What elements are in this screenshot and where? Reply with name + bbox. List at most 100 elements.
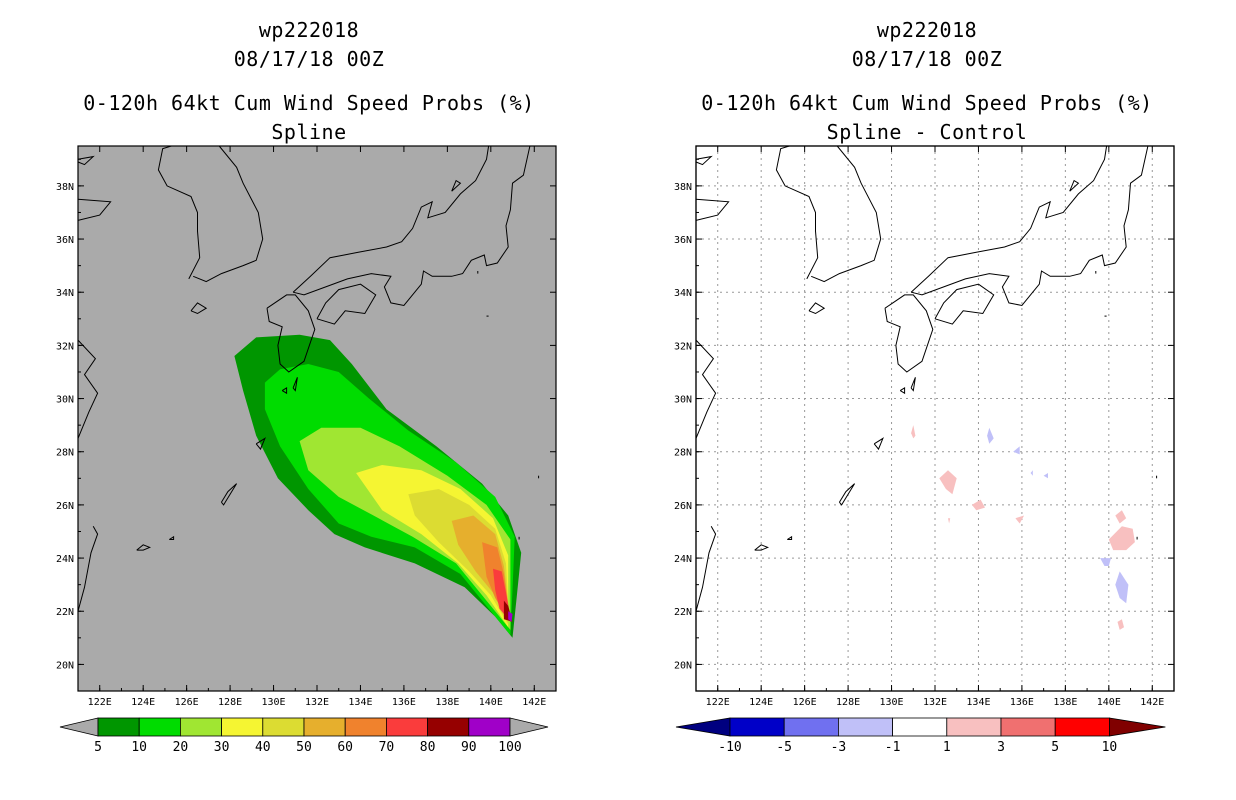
coastline <box>77 198 112 221</box>
x-tick-label: 130E <box>879 697 903 708</box>
x-tick-label: 122E <box>706 697 730 708</box>
y-tick-label: 30N <box>56 395 74 406</box>
x-tick-label: 122E <box>88 697 112 708</box>
y-tick-label: 28N <box>56 448 74 459</box>
panel-title-line-4: Spline <box>271 120 347 144</box>
colorbar-label: 5 <box>1051 740 1059 755</box>
colorbar-swatch <box>427 717 470 737</box>
y-tick-label: 36N <box>674 235 692 246</box>
difference-contour-band <box>1108 526 1135 551</box>
y-tick-label: 36N <box>56 235 74 246</box>
coastline <box>266 294 316 373</box>
coastline <box>451 179 462 192</box>
difference-contour-band <box>1117 619 1124 630</box>
y-tick-label: 28N <box>674 448 692 459</box>
colorbar-label: 70 <box>379 740 395 755</box>
colorbar-swatch <box>221 717 264 737</box>
coastline <box>754 544 770 551</box>
y-tick-label: 24N <box>674 554 692 565</box>
difference-contour-band <box>1030 470 1033 476</box>
y-tick-label: 20N <box>56 660 74 671</box>
x-tick-label: 128E <box>836 697 860 708</box>
colorbar-label: 80 <box>420 740 436 755</box>
x-tick-label: 124E <box>749 697 773 708</box>
colorbar-swatch <box>97 717 140 737</box>
y-tick-label: 20N <box>674 660 692 671</box>
coastline <box>910 377 916 392</box>
colorbar-swatch <box>344 717 387 737</box>
difference-contour-band <box>1100 558 1111 566</box>
plot-frame <box>695 145 1175 692</box>
x-tick-label: 128E <box>218 697 242 708</box>
difference-contour-band <box>987 427 994 444</box>
colorbar-label: 3 <box>997 740 1005 755</box>
coastline <box>281 387 288 395</box>
panel-title-line-4: Spline - Control <box>826 120 1028 144</box>
probability-contour-band <box>299 427 511 630</box>
x-tick-label: 134E <box>348 697 372 708</box>
colorbar-swatch <box>837 717 893 737</box>
panel-spline: wp222018 08/17/18 00Z 0-120h 64kt Cum Wi… <box>56 18 557 755</box>
coastline <box>695 155 713 166</box>
panel-title-line-3: 0-120h 64kt Cum Wind Speed Probs (%) <box>83 91 535 115</box>
colorbar-swatch <box>179 717 222 737</box>
x-tick-label: 132E <box>305 697 329 708</box>
panel-title-line-2: 08/17/18 00Z <box>233 47 385 71</box>
colorbar-lower-arrow <box>59 717 99 737</box>
y-tick-label: 32N <box>674 341 692 352</box>
colorbar-label: 1 <box>943 740 951 755</box>
colorbar-label: 10 <box>1102 740 1118 755</box>
panel-title-line-1: wp222018 <box>876 18 978 42</box>
colorbar-swatch <box>262 717 305 737</box>
y-tick-label: 22N <box>56 607 74 618</box>
panel-title-line-3: 0-120h 64kt Cum Wind Speed Probs (%) <box>701 91 1153 115</box>
y-tick-label: 34N <box>56 288 74 299</box>
y-tick-label: 26N <box>56 501 74 512</box>
colorbar-label: 30 <box>214 740 230 755</box>
x-tick-label: 138E <box>1053 697 1077 708</box>
x-tick-label: 140E <box>479 697 503 708</box>
spline-probability-map: 122E 124E 126E 128E 130E 132E 134E 136E 138E 140E… <box>56 145 557 755</box>
difference-contour-band <box>971 499 985 511</box>
x-tick-label: 126E <box>793 697 817 708</box>
coastline <box>884 294 934 373</box>
coastline <box>169 535 175 540</box>
colorbar-upper-arrow <box>509 717 549 737</box>
coastline <box>77 155 95 166</box>
coastline <box>934 283 995 325</box>
difference-contour-band <box>911 425 916 439</box>
x-tick-label: 132E <box>923 697 947 708</box>
coastline <box>292 145 490 293</box>
difference-contour-band <box>939 470 957 495</box>
x-tick-label: 138E <box>435 697 459 708</box>
colorbar-swatch <box>892 717 948 737</box>
coastline <box>873 437 884 451</box>
coastline <box>787 535 793 540</box>
coastline <box>1069 179 1080 192</box>
y-tick-label: 38N <box>674 182 692 193</box>
probability-contour-band <box>408 489 509 625</box>
colorbar-label: -1 <box>885 740 901 755</box>
coastline <box>811 145 882 283</box>
x-tick-label: 140E <box>1097 697 1121 708</box>
colorbar-swatch <box>385 717 428 737</box>
coastline <box>220 483 238 506</box>
y-tick-label: 34N <box>674 288 692 299</box>
difference-contour-band <box>1015 515 1025 524</box>
y-tick-label: 30N <box>674 395 692 406</box>
coastline <box>316 283 377 325</box>
coastline <box>292 377 298 392</box>
coastline <box>136 544 152 551</box>
colorbar-swatch <box>468 717 511 737</box>
colorbar-upper-arrow <box>1109 717 1166 737</box>
probability-contour-band <box>508 611 513 622</box>
panel-spline-minus-control: wp222018 08/17/18 00Z 0-120h 64kt Cum Wi… <box>618 0 1236 800</box>
x-tick-label: 126E <box>175 697 199 708</box>
coastline <box>157 145 201 280</box>
colorbar-label: -10 <box>718 740 741 755</box>
coastline <box>899 387 906 395</box>
colorbar-lower-arrow <box>675 717 731 737</box>
y-tick-label: 32N <box>56 341 74 352</box>
coastline <box>193 145 264 283</box>
x-tick-label: 136E <box>392 697 416 708</box>
